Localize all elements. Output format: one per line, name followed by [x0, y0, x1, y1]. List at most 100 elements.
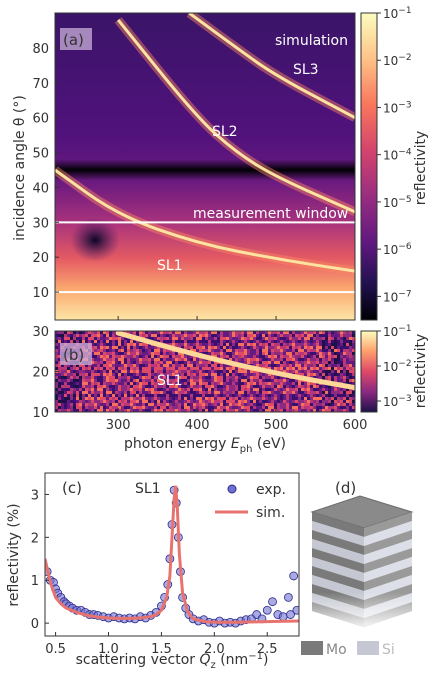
- noise-cell: [319, 403, 322, 406]
- noise-cell: [73, 400, 76, 403]
- noise-cell: [97, 394, 100, 397]
- noise-cell: [298, 343, 301, 346]
- noise-cell: [55, 397, 58, 400]
- noise-cell: [148, 352, 151, 355]
- noise-cell: [109, 406, 112, 409]
- noise-cell: [250, 379, 253, 382]
- noise-cell: [238, 406, 241, 409]
- noise-cell: [232, 334, 235, 337]
- noise-cell: [211, 409, 214, 412]
- noise-cell: [148, 367, 151, 370]
- noise-cell: [193, 385, 196, 388]
- noise-cell: [337, 397, 340, 400]
- noise-cell: [340, 391, 343, 394]
- noise-cell: [175, 364, 178, 367]
- noise-cell: [277, 343, 280, 346]
- noise-cell: [157, 382, 160, 385]
- noise-cell: [211, 346, 214, 349]
- cbar-b-tick-label: 10−1: [383, 324, 412, 339]
- noise-cell: [238, 370, 241, 373]
- noise-cell: [343, 361, 346, 364]
- noise-cell: [199, 367, 202, 370]
- noise-cell: [214, 403, 217, 406]
- noise-cell: [133, 409, 136, 412]
- noise-cell: [91, 382, 94, 385]
- noise-cell: [181, 388, 184, 391]
- noise-cell: [274, 364, 277, 367]
- noise-cell: [334, 349, 337, 352]
- noise-cell: [292, 337, 295, 340]
- noise-cell: [166, 331, 169, 334]
- noise-cell: [187, 340, 190, 343]
- noise-cell: [223, 346, 226, 349]
- noise-cell: [163, 355, 166, 358]
- noise-cell: [331, 403, 334, 406]
- noise-cell: [319, 343, 322, 346]
- noise-cell: [247, 385, 250, 388]
- noise-cell: [166, 355, 169, 358]
- noise-cell: [247, 403, 250, 406]
- colorbar-a-ticks: 10−110−210−310−410−510−610−7: [377, 6, 412, 304]
- noise-cell: [313, 337, 316, 340]
- noise-cell: [202, 340, 205, 343]
- noise-cell: [229, 379, 232, 382]
- noise-cell: [253, 370, 256, 373]
- noise-cell: [244, 334, 247, 337]
- noise-cell: [109, 361, 112, 364]
- noise-cell: [301, 397, 304, 400]
- noise-cell: [109, 367, 112, 370]
- noise-cell: [145, 364, 148, 367]
- noise-cell: [322, 400, 325, 403]
- noise-cell: [352, 376, 355, 379]
- noise-cell: [310, 382, 313, 385]
- noise-cell: [118, 340, 121, 343]
- noise-cell: [73, 406, 76, 409]
- noise-cell: [259, 403, 262, 406]
- noise-cell: [115, 337, 118, 340]
- cbar-a-tick-label: 10−1: [383, 6, 412, 21]
- noise-cell: [82, 370, 85, 373]
- noise-cell: [145, 349, 148, 352]
- tick-label-x: 300: [106, 418, 131, 433]
- noise-cell: [292, 346, 295, 349]
- noise-cell: [196, 382, 199, 385]
- noise-cell: [283, 349, 286, 352]
- noise-cell: [136, 391, 139, 394]
- noise-cell: [316, 334, 319, 337]
- noise-cell: [307, 382, 310, 385]
- noise-cell: [226, 358, 229, 361]
- noise-cell: [109, 382, 112, 385]
- noise-cell: [145, 334, 148, 337]
- noise-cell: [205, 331, 208, 334]
- noise-cell: [139, 382, 142, 385]
- noise-cell: [55, 367, 58, 370]
- tick-label-c-y: 0: [31, 617, 39, 632]
- noise-cell: [295, 400, 298, 403]
- label-sl3: SL3: [293, 62, 319, 78]
- noise-cell: [247, 349, 250, 352]
- noise-cell: [76, 397, 79, 400]
- noise-cell: [163, 409, 166, 412]
- noise-cell: [271, 388, 274, 391]
- noise-cell: [85, 364, 88, 367]
- noise-cell: [154, 382, 157, 385]
- noise-cell: [64, 379, 67, 382]
- noise-cell: [262, 364, 265, 367]
- noise-cell: [322, 343, 325, 346]
- noise-cell: [133, 364, 136, 367]
- noise-cell: [181, 403, 184, 406]
- noise-cell: [178, 355, 181, 358]
- noise-cell: [319, 346, 322, 349]
- noise-cell: [145, 382, 148, 385]
- noise-cell: [142, 394, 145, 397]
- noise-cell: [175, 352, 178, 355]
- noise-cell: [187, 370, 190, 373]
- noise-cell: [262, 337, 265, 340]
- noise-cell: [148, 334, 151, 337]
- noise-cell: [232, 355, 235, 358]
- noise-cell: [346, 379, 349, 382]
- noise-cell: [325, 391, 328, 394]
- noise-cell: [91, 388, 94, 391]
- noise-cell: [307, 334, 310, 337]
- noise-cell: [130, 373, 133, 376]
